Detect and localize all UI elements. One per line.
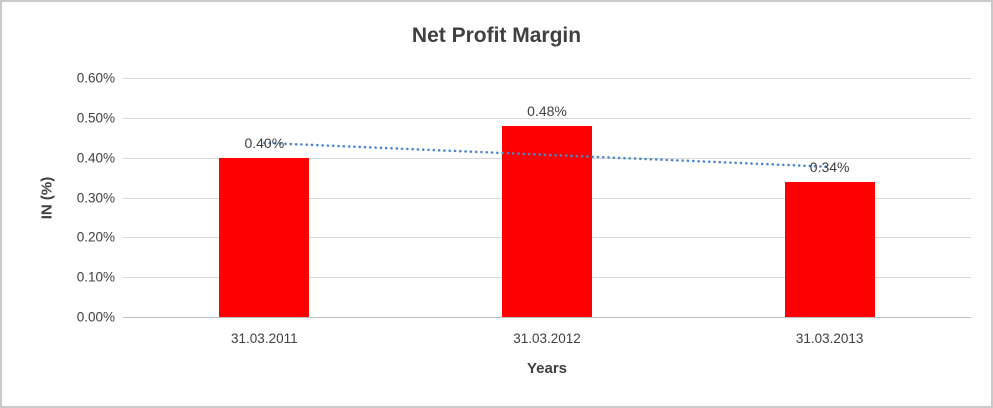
y-tick-label: 0.60% [76,70,115,86]
trendline [263,141,831,169]
plot-area: 0.00% 0.10% 0.20% 0.30% 0.40% 0.50% 0.60% 0.40%… [77,71,971,346]
bar-31.03.2013 [784,181,875,317]
y-gridline [123,117,971,119]
x-tick-label: 31.03.2013 [795,331,864,346]
y-tick-label: 0.20% [76,229,115,245]
x-tick-label: 31.03.2011 [231,331,298,346]
chart-title: Net Profit Margin [411,24,582,47]
bar-value-label: 0.48% [527,102,567,119]
y-tick-label: 0.30% [76,190,115,205]
x-tick-label: 31.03.2012 [513,331,581,346]
y-tick-label: 0.50% [76,110,115,126]
bar-value-label: 0.34% [809,158,850,175]
y-tick-label: 0.10% [76,269,115,285]
bar-value-label: 0.40% [244,134,285,151]
bar-31.03.2012 [502,125,592,317]
bar-31.03.2011 [219,157,310,317]
y-tick-label: 0.00% [76,309,115,325]
x-axis-title: Years [526,360,568,377]
y-tick-label: 0.40% [76,150,115,166]
x-axis-line [123,317,971,318]
y-gridline [123,78,971,79]
